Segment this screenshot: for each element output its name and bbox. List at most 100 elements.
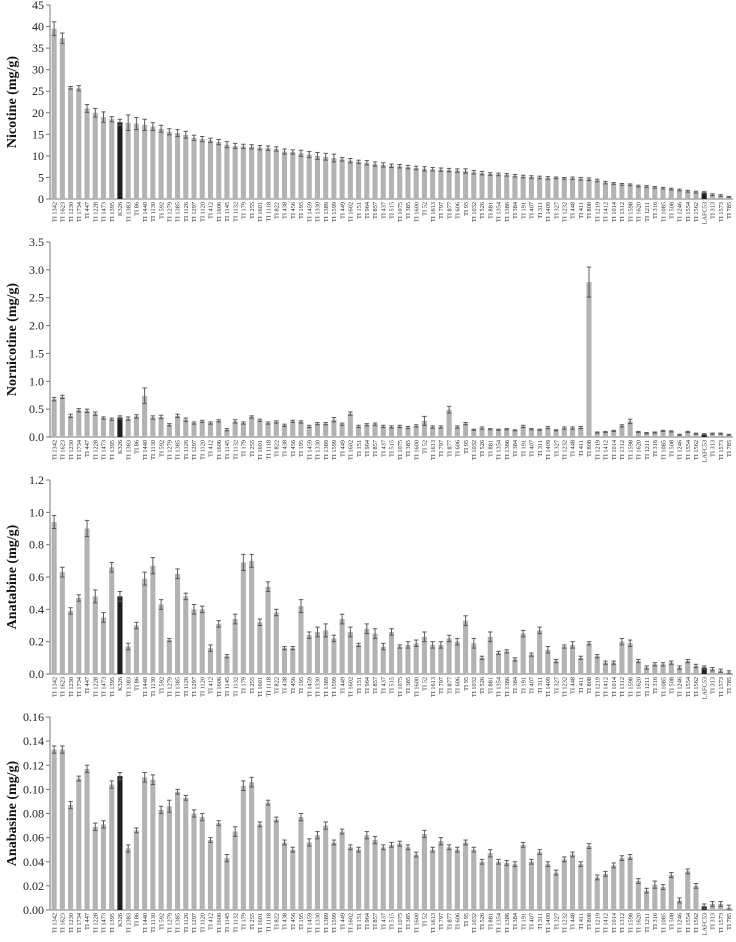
error-bar (208, 421, 213, 425)
error-bar (422, 631, 427, 643)
x-tick-label: TI 1118 (265, 677, 272, 697)
error-bar (150, 415, 156, 420)
error-bar (496, 650, 501, 656)
bar-ti-316 (652, 187, 658, 199)
error-bar (298, 420, 304, 424)
x-tick-label: TI 86 (134, 677, 141, 691)
x-tick-label: TI 1130 (150, 677, 157, 697)
bar-ti-1219 (594, 877, 600, 910)
bar-ti-1409 (545, 864, 551, 910)
bar-ti-384 (512, 175, 518, 199)
x-tick-label: TI 1211 (644, 440, 651, 460)
x-tick-label: TI 384 (512, 439, 519, 457)
x-tick-label: TI 1386 (504, 440, 511, 460)
bar-ti-311 (537, 852, 543, 910)
x-tick-label: TI 195 (298, 440, 305, 457)
x-tick-label: TI 1412 (603, 677, 610, 697)
x-tick-label: TI 412 (208, 440, 215, 457)
bar-ti-877 (446, 409, 452, 437)
bar-ti-1120 (199, 139, 205, 199)
x-tick-label: TI 313 (710, 913, 717, 930)
x-tick-label: TI 1354 (496, 201, 503, 222)
x-tick-label: TI 179 (241, 440, 248, 457)
bar-ti-407 (528, 429, 534, 437)
x-tick-label: TI 592 (158, 677, 165, 694)
x-tick-label: TI 86 (134, 440, 141, 454)
x-tick-label: TI 1330 (315, 913, 322, 933)
bar-ti-808 (586, 179, 592, 199)
bar-ti-1246 (676, 434, 683, 437)
bar-ti-1312 (619, 858, 625, 910)
bar-ti-1075 (397, 166, 403, 199)
error-bar (307, 631, 312, 639)
x-tick-label: TI 86 (134, 913, 141, 927)
error-bar (479, 655, 485, 660)
x-tick-label: TI 1211 (644, 913, 651, 933)
bar-ti-1297 (191, 813, 197, 910)
bar-ti-1126 (183, 596, 189, 674)
error-bar (216, 620, 221, 628)
x-tick-label: TI 316 (652, 677, 659, 694)
x-tick-label: TI 515 (389, 913, 396, 930)
bar-ti-592 (158, 128, 164, 199)
bar-ti-449 (339, 831, 345, 910)
x-tick-label: TI 1554 (685, 676, 692, 697)
x-tick-label: TI 1599 (331, 913, 338, 933)
bar-ti-384 (512, 659, 518, 674)
error-bar (60, 394, 65, 400)
bar-ti-1598 (627, 184, 633, 199)
error-bar (224, 854, 230, 863)
bar-ti-456 (290, 648, 296, 674)
bar-ti-412 (207, 140, 214, 199)
x-tick-label: TI 964 (364, 201, 371, 219)
x-tick-label: TI 86 (134, 202, 141, 216)
bar-ti-1219 (594, 656, 600, 674)
error-bar (718, 901, 723, 907)
bar-ti-1734 (76, 598, 82, 674)
bar-ti-1473 (100, 117, 107, 199)
bar-ti-1440 (142, 395, 148, 437)
error-bar (586, 843, 592, 849)
error-bar (677, 665, 682, 670)
error-bar (232, 613, 238, 625)
x-tick-label: TI 1459 (306, 202, 313, 222)
bar-ti-515 (388, 426, 395, 437)
x-tick-label: TI 1601 (257, 202, 264, 222)
error-bar (685, 658, 690, 664)
bar-ti-515 (388, 165, 395, 199)
bar-ti-1395 (109, 784, 115, 910)
error-bar (191, 421, 197, 425)
x-tick-label: TI 385 (405, 913, 412, 930)
error-bar (241, 553, 246, 572)
y-tick-label: 1.0 (29, 374, 44, 388)
error-bar (430, 641, 435, 649)
x-tick-label: TI 1562 (693, 913, 700, 933)
bar-ti-1075 (397, 843, 403, 910)
x-tick-label: TI 1440 (142, 202, 149, 222)
error-bar (183, 130, 188, 139)
error-bar (381, 424, 386, 429)
x-tick-label: TI 95 (463, 202, 470, 216)
bar-ti-411 (578, 864, 584, 910)
bar-ti-1601 (257, 420, 263, 437)
x-tick-label: TI 151 (356, 440, 363, 457)
error-bar (669, 660, 674, 665)
x-tick-label: TI 508 (668, 913, 675, 930)
x-tick-label: TI 822 (273, 913, 280, 930)
bar-ti-1734 (76, 410, 82, 437)
error-bar (504, 649, 509, 654)
bar-ti-964 (364, 424, 370, 437)
bar-ti-447 (84, 108, 90, 199)
x-tick-label: TI 1606 (216, 677, 223, 697)
error-bar (101, 111, 106, 123)
error-bar (348, 626, 353, 638)
error-bar (389, 163, 394, 169)
x-tick-label: TI 785 (726, 202, 733, 219)
bar-ti-327 (553, 872, 559, 910)
error-bar (586, 266, 592, 298)
x-tick-label: TI 1383 (125, 913, 132, 933)
error-bar (381, 162, 386, 168)
x-tick-label: TI 1230 (68, 202, 75, 222)
x-tick-label: TI 1412 (603, 202, 610, 222)
error-bar (446, 405, 452, 414)
